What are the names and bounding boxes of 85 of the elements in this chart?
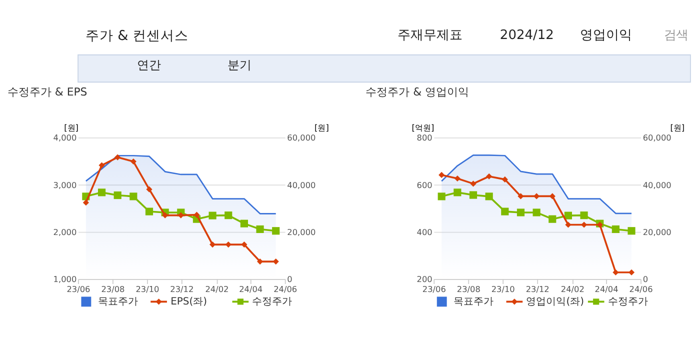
point	[502, 176, 508, 182]
point	[485, 192, 493, 200]
point	[272, 258, 279, 265]
x-tick-label: 24/02	[560, 284, 584, 294]
x-tick-label: 24/04	[594, 284, 618, 294]
y-axis-title: [원]	[64, 122, 78, 133]
point	[438, 172, 445, 178]
point	[580, 212, 588, 220]
y-tick-label: 400	[416, 226, 432, 237]
y2-axis-title: [원]	[314, 122, 329, 133]
text: 검색	[664, 27, 688, 42]
x-tick-label: 24/04	[239, 284, 263, 294]
x-tick-label: 23/10	[491, 284, 515, 294]
y2-tick-label: 60,000	[642, 132, 672, 143]
point	[564, 212, 572, 220]
point	[486, 173, 492, 180]
chart-title: 수정주가 & EPS	[7, 86, 88, 99]
point	[516, 208, 525, 216]
x-tick-label: 23/12	[526, 284, 550, 294]
point	[256, 225, 264, 234]
point	[470, 180, 476, 187]
y2-tick-label: 20,000	[642, 226, 672, 237]
y2-tick-label: 0	[642, 274, 648, 284]
point	[146, 186, 152, 192]
point	[130, 158, 136, 165]
y-tick-label: 2,000	[53, 226, 77, 237]
y2-tick-label: 40,000	[287, 180, 316, 190]
point	[98, 188, 106, 196]
point	[454, 175, 460, 182]
point	[145, 208, 154, 216]
x-tick-label: 23/10	[136, 284, 160, 294]
text: 연간	[137, 58, 162, 72]
text: 2024/12	[500, 28, 554, 44]
point	[548, 215, 556, 223]
y-tick-label: 3,000	[53, 180, 77, 190]
chart-title: 수정주가 & 영업이익	[366, 86, 470, 99]
point	[98, 162, 105, 168]
y-axis-title: [억원]	[412, 122, 434, 133]
point	[501, 208, 509, 216]
y2-tick-label: 60,000	[287, 132, 316, 143]
point	[628, 269, 635, 276]
legend-label: EPS(좌)	[170, 296, 208, 308]
text: 주가 & 컨센서스	[85, 28, 189, 44]
y-tick-label: 800	[416, 132, 432, 143]
point	[240, 220, 248, 228]
y-tick-label: 4,000	[53, 132, 77, 143]
legend-label: 목표주가	[98, 296, 138, 308]
point	[256, 258, 264, 265]
point	[208, 212, 216, 220]
x-tick-label: 24/02	[205, 284, 229, 294]
y-tick-label: 200	[416, 274, 432, 284]
x-tick-label: 24/06	[274, 284, 298, 294]
point	[82, 200, 89, 206]
point	[469, 191, 478, 199]
point	[438, 192, 446, 200]
x-tick-label: 23/06	[66, 284, 90, 294]
text: 주재무제표	[397, 28, 462, 44]
point	[580, 222, 588, 228]
y2-tick-label: 20,000	[287, 226, 316, 237]
point	[272, 227, 280, 235]
y2-axis-title: [원]	[670, 122, 685, 133]
text: 분기	[228, 58, 252, 72]
legend-label: 수정주가	[252, 296, 292, 308]
legend-label: 목표주가	[454, 296, 494, 308]
point	[224, 212, 232, 220]
point	[612, 225, 620, 234]
x-tick-label: 23/08	[456, 284, 480, 294]
y-tick-label: 1,000	[53, 274, 77, 284]
point	[532, 208, 540, 216]
x-tick-label: 24/06	[629, 284, 653, 294]
point	[454, 188, 462, 196]
point	[241, 242, 248, 248]
legend-label: 수정주가	[608, 296, 648, 308]
legend-label: 영업이익(좌)	[526, 296, 584, 308]
x-tick-label: 23/08	[101, 284, 125, 294]
point	[130, 192, 138, 200]
point	[628, 227, 636, 235]
y-tick-label: 600	[416, 180, 432, 190]
text: 영업이익	[580, 28, 632, 44]
point	[114, 191, 122, 200]
point	[114, 154, 121, 160]
y2-tick-label: 40,000	[642, 180, 672, 190]
x-tick-label: 23/06	[422, 284, 446, 294]
x-tick-label: 23/12	[170, 284, 194, 294]
y2-tick-label: 0	[287, 274, 292, 284]
